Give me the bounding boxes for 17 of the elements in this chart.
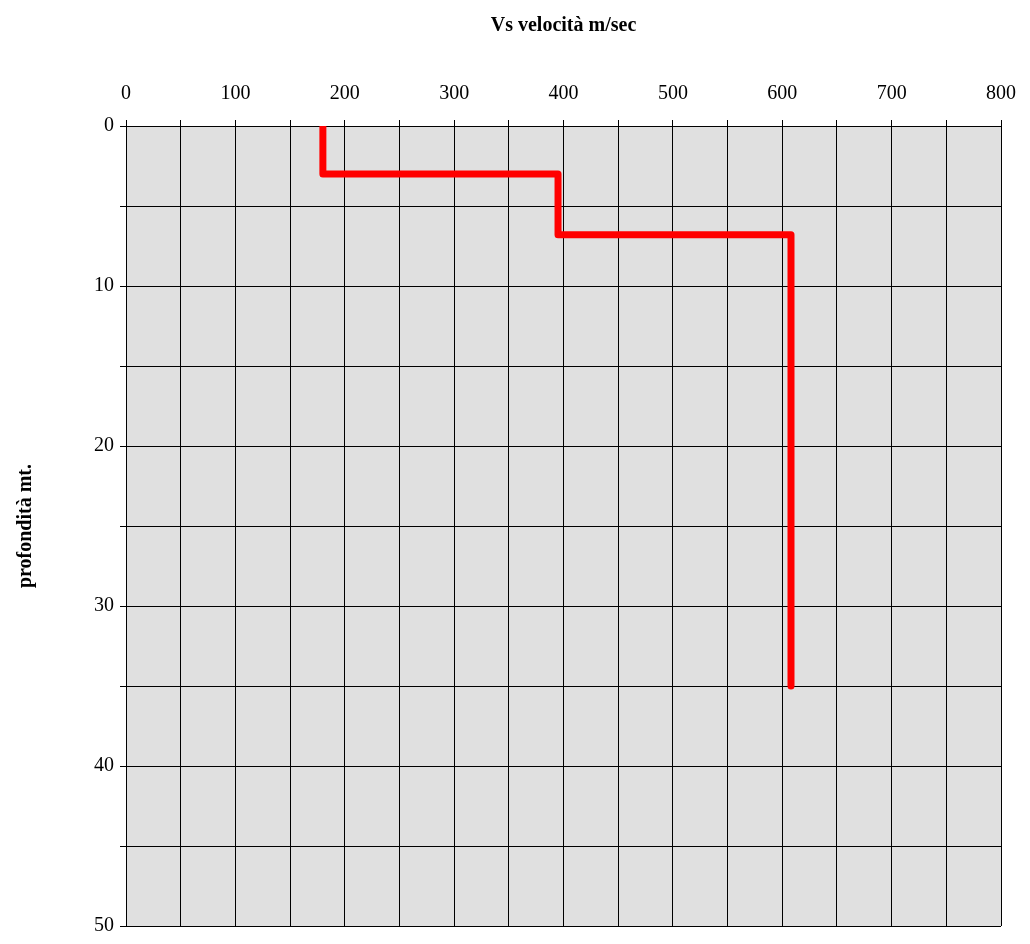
x-tick-label: 400 — [548, 81, 579, 104]
x-tick-label: 0 — [121, 81, 131, 104]
x-tick-label: 700 — [876, 81, 907, 104]
y-tick-label: 0 — [104, 113, 114, 136]
y-tick-label: 50 — [94, 913, 114, 936]
x-tick-label: 100 — [220, 81, 251, 104]
y-tick-label: 30 — [94, 593, 114, 616]
x-axis-title: Vs velocità m/sec — [490, 13, 637, 36]
x-tick-label: 600 — [767, 81, 798, 104]
y-tick-label: 20 — [94, 433, 114, 456]
x-tick-label: 200 — [329, 81, 360, 104]
y-tick-label: 10 — [94, 273, 114, 296]
x-tick-label: 300 — [439, 81, 470, 104]
y-tick-label: 40 — [94, 753, 114, 776]
x-tick-label: 500 — [657, 81, 688, 104]
x-tick-label: 800 — [986, 81, 1016, 104]
y-axis-title: profondità mt. — [13, 463, 37, 589]
